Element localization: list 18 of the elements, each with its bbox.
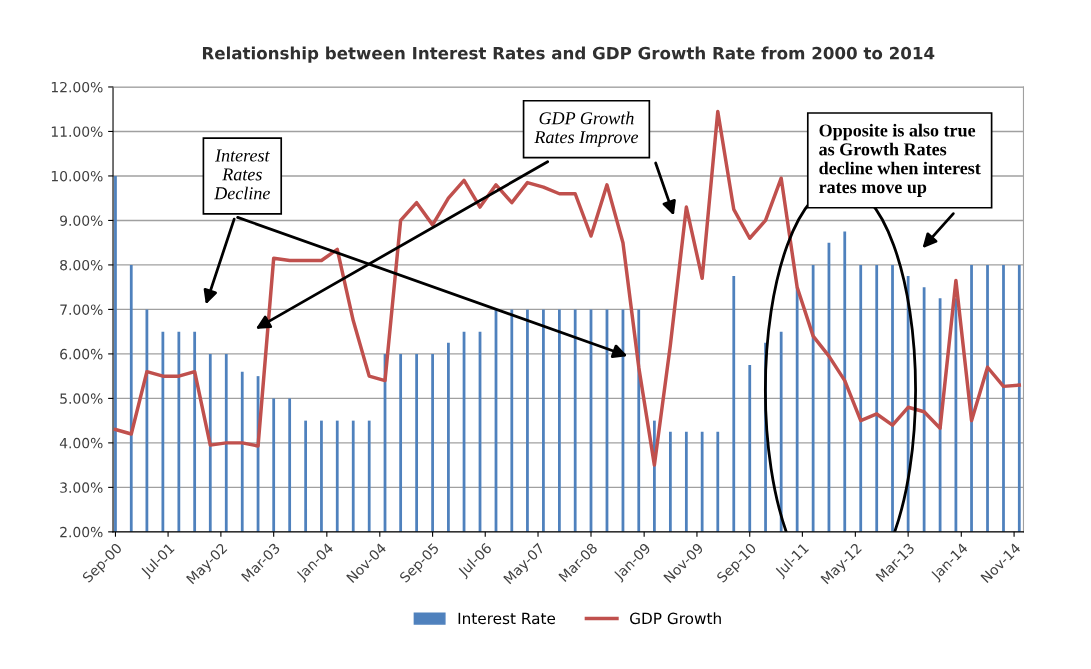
- chart-title: Relationship between Interest Rates and GDP Growth Rate from 2000 to 2014: [202, 46, 935, 63]
- y-tick-label: 4.00%: [59, 437, 103, 449]
- y-tick-label: 10.00%: [51, 170, 103, 182]
- y-tick-label: 12.00%: [51, 81, 103, 93]
- line-series: [113, 109, 1022, 467]
- legend-label: GDP Growth: [630, 612, 721, 625]
- annotation: GDP Growth Rates Improve: [534, 111, 639, 147]
- annotation: Opposite is also true as Growth Rates decline when interest rates move up: [819, 123, 981, 197]
- y-tick-label: 11.00%: [51, 126, 103, 137]
- annotation: Interest Rates Decline: [214, 149, 270, 200]
- y-tick-label: 9.00%: [60, 215, 103, 226]
- y-tick-label: 2.00%: [60, 526, 103, 538]
- y-tick-label: 5.00%: [60, 393, 103, 404]
- y-tick-label: 6.00%: [60, 348, 103, 360]
- y-tick-label: 8.00%: [60, 259, 103, 271]
- legend-label: Interest Rate: [458, 612, 556, 625]
- y-tick-label: 3.00%: [60, 482, 103, 493]
- y-tick-label: 7.00%: [60, 304, 103, 315]
